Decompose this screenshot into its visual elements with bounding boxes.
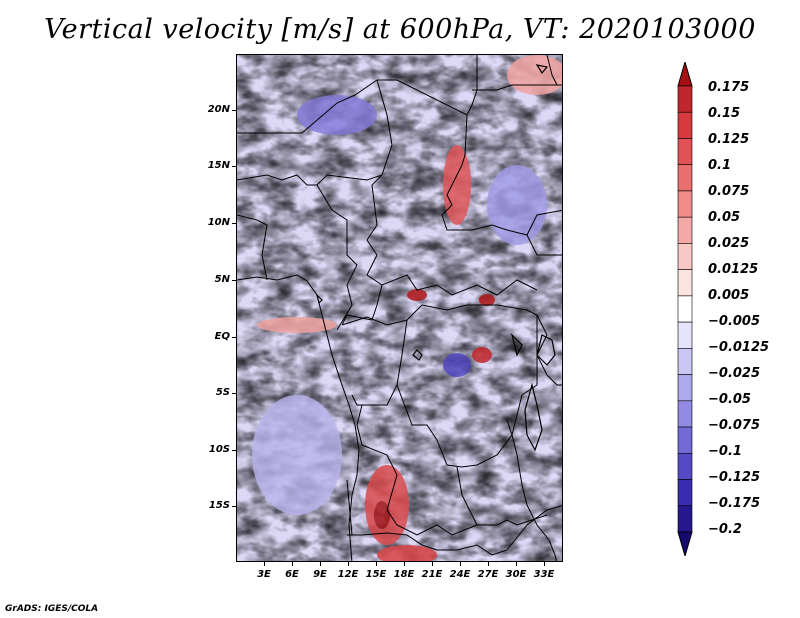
velocity-field-map — [237, 55, 562, 561]
lakes — [315, 64, 556, 452]
lat-label-20n: 20N — [207, 104, 230, 115]
colorbar-label: 0.1 — [708, 158, 732, 173]
colorbar-label: −0.025 — [708, 366, 761, 381]
colorbar-label: −0.2 — [708, 522, 742, 537]
colorbar-label: −0.0125 — [708, 340, 770, 355]
colorbar — [677, 62, 693, 556]
colorbar-label: −0.1 — [708, 444, 742, 459]
lon-tick — [432, 562, 433, 566]
lon-label-15e: 15E — [365, 569, 387, 580]
lon-tick — [404, 562, 405, 566]
map-plot-area — [236, 54, 563, 562]
lon-label-30e: 30E — [505, 569, 527, 580]
colorbar-bin — [677, 295, 693, 323]
colorbar-label: 0.025 — [708, 236, 750, 251]
lon-label-9e: 9E — [313, 569, 327, 580]
colorbar-bin — [677, 85, 693, 113]
colorbar-label: 0.15 — [708, 106, 741, 121]
lat-tick — [232, 506, 236, 507]
colorbar-label: 0.005 — [708, 288, 750, 303]
lon-label-33e: 33E — [533, 569, 555, 580]
colorbar-bin — [677, 348, 693, 375]
lon-tick — [488, 562, 489, 566]
lon-tick — [460, 562, 461, 566]
colorbar-top-triangle — [677, 62, 693, 87]
colorbar-bin — [677, 505, 693, 533]
lon-tick — [264, 562, 265, 566]
country-borders — [237, 55, 562, 556]
lon-label-6e: 6E — [285, 569, 299, 580]
lat-tick — [232, 166, 236, 167]
lat-tick — [232, 450, 236, 451]
lon-tick — [544, 562, 545, 566]
lon-label-24e: 24E — [449, 569, 471, 580]
lon-tick — [516, 562, 517, 566]
colorbar-label: −0.005 — [708, 314, 761, 329]
colorbar-bin — [677, 190, 693, 218]
lat-label-eq: EQ — [214, 331, 230, 342]
colorbar-label: 0.175 — [708, 80, 750, 95]
colorbar-label: 0.125 — [708, 132, 750, 147]
lon-tick — [376, 562, 377, 566]
colorbar-bottom-triangle — [677, 531, 693, 556]
colorbar-label: 0.0125 — [708, 262, 759, 277]
lat-tick — [232, 110, 236, 111]
colorbar-bin — [677, 216, 693, 244]
lon-tick — [292, 562, 293, 566]
chart-title: Vertical velocity [m/s] at 600hPa, VT: 2… — [44, 14, 756, 45]
colorbar-bin — [677, 400, 693, 428]
lat-label-5s: 5S — [215, 387, 230, 398]
lat-label-10s: 10S — [208, 444, 230, 455]
lon-tick — [348, 562, 349, 566]
lon-label-18e: 18E — [393, 569, 415, 580]
colorbar-bin — [677, 452, 693, 480]
colorbar-label: −0.075 — [708, 418, 761, 433]
lat-tick — [232, 280, 236, 281]
lat-tick — [232, 393, 236, 394]
colorbar-label: −0.175 — [708, 496, 761, 511]
colorbar-bin — [677, 164, 693, 192]
colorbar-label: −0.125 — [708, 470, 761, 485]
colorbar-bin — [677, 426, 693, 454]
colorbar-bin — [677, 321, 693, 349]
lat-tick — [232, 223, 236, 224]
lat-label-15s: 15S — [208, 500, 230, 511]
lon-label-27e: 27E — [477, 569, 499, 580]
colorbar-label: 0.05 — [708, 210, 741, 225]
footer-credit: GrADS: IGES/COLA — [5, 604, 99, 614]
strong-updraft-cores — [257, 55, 562, 561]
lat-label-10n: 10N — [207, 217, 230, 228]
lat-tick — [232, 337, 236, 338]
colorbar-bin — [677, 374, 693, 402]
colorbar-label: −0.05 — [708, 392, 751, 407]
lon-label-21e: 21E — [421, 569, 443, 580]
lat-label-5n: 5N — [214, 274, 230, 285]
lon-label-3e: 3E — [257, 569, 271, 580]
colorbar-bin — [677, 269, 693, 297]
lon-tick — [320, 562, 321, 566]
coastline — [237, 274, 558, 561]
lon-label-12e: 12E — [337, 569, 359, 580]
colorbar-bin — [677, 111, 693, 139]
colorbar-bin — [677, 243, 693, 270]
colorbar-label: 0.075 — [708, 184, 750, 199]
lat-label-15n: 15N — [207, 160, 230, 171]
colorbar-bin — [677, 138, 693, 166]
colorbar-bin — [677, 479, 693, 507]
